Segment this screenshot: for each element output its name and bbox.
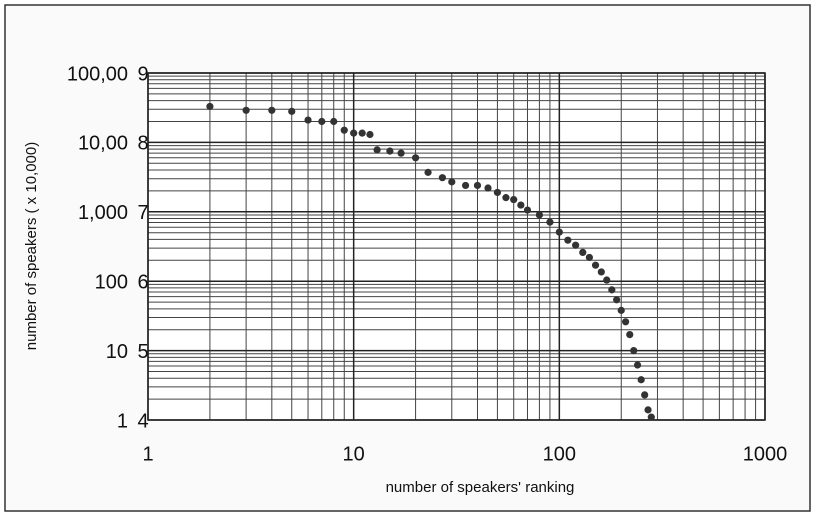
x-tick-label: 100 xyxy=(543,443,576,465)
point xyxy=(641,391,649,399)
point xyxy=(461,181,470,190)
plot-area xyxy=(148,73,765,420)
point xyxy=(603,276,611,284)
point xyxy=(373,146,381,154)
point xyxy=(411,154,420,162)
y-axis-label: number of speakers ( x 10,000) xyxy=(23,142,40,350)
point xyxy=(608,286,616,294)
point xyxy=(206,102,214,111)
point xyxy=(268,106,276,114)
x-axis-label: number of speakers' ranking xyxy=(386,479,575,496)
x-tick-label: 10 xyxy=(343,443,365,465)
y-tick-label: 100,00 xyxy=(67,63,128,85)
point xyxy=(535,211,544,219)
point xyxy=(397,149,405,157)
x-tick-label: 1 xyxy=(142,443,153,465)
point xyxy=(493,188,502,197)
point xyxy=(358,129,366,137)
point xyxy=(644,406,652,414)
point xyxy=(579,248,587,257)
y-tick-label: 1,000 xyxy=(78,202,128,224)
point xyxy=(318,117,326,126)
x-tick-label: 1000 xyxy=(743,443,788,465)
point xyxy=(242,106,250,114)
point xyxy=(340,126,348,134)
point xyxy=(597,268,605,276)
y2-tick-label: 4 xyxy=(137,410,148,432)
point xyxy=(517,201,525,209)
point xyxy=(424,168,432,176)
point xyxy=(555,228,563,236)
point xyxy=(484,184,492,192)
point xyxy=(438,174,446,182)
y2-tick-label: 7 xyxy=(137,202,148,224)
y-tick-label: 10,00 xyxy=(78,133,128,155)
point xyxy=(523,206,532,214)
point xyxy=(288,107,296,115)
point xyxy=(502,194,510,202)
point xyxy=(330,117,338,126)
plot-border xyxy=(147,72,766,421)
y-tick-label: 1 xyxy=(117,410,128,432)
point xyxy=(546,218,554,226)
y2-tick-label: 6 xyxy=(137,271,148,293)
point xyxy=(386,147,394,155)
point xyxy=(448,178,456,186)
y2-tick-label: 5 xyxy=(137,341,148,363)
point xyxy=(613,296,621,304)
point xyxy=(585,253,593,262)
point xyxy=(617,306,625,314)
y2-tick-label: 8 xyxy=(137,133,148,155)
point xyxy=(510,195,518,204)
point xyxy=(626,331,634,339)
point xyxy=(637,376,645,384)
point xyxy=(366,130,374,139)
y2-tick-label: 9 xyxy=(137,63,148,85)
point xyxy=(591,261,600,269)
point xyxy=(564,236,572,244)
point xyxy=(633,361,642,369)
point xyxy=(630,347,638,355)
point xyxy=(572,241,580,249)
point xyxy=(622,318,630,326)
y-tick-label: 10 xyxy=(106,341,128,363)
point xyxy=(350,129,358,137)
point xyxy=(647,413,655,421)
point xyxy=(304,116,312,124)
y-tick-label: 100 xyxy=(95,271,128,293)
point xyxy=(473,181,482,190)
